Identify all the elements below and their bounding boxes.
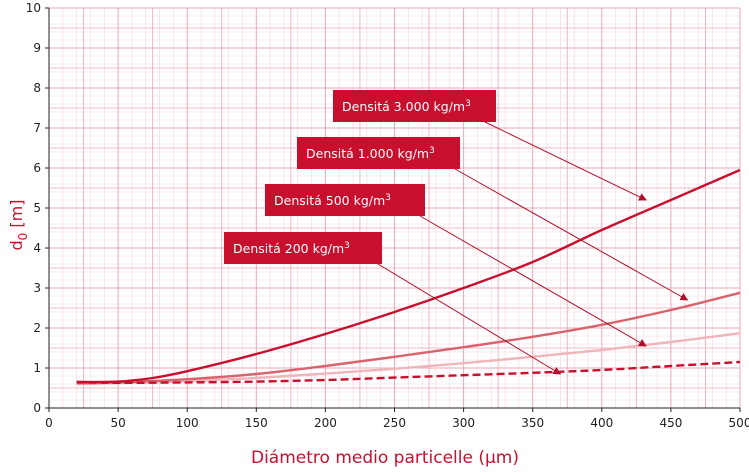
annotation-box (265, 184, 425, 216)
annotation-label: Densitá 500 kg/m3 (274, 193, 391, 208)
x-tick-label: 0 (45, 416, 53, 430)
series-line-s3000 (76, 168, 741, 384)
annotation-label-text: Densitá 3.000 kg/m (342, 99, 465, 114)
x-tick-label: 500 (729, 416, 749, 430)
y-tick-label: 0 (33, 401, 41, 415)
annotation-label-superscript: 3 (344, 241, 350, 251)
annotation-arrow (484, 121, 647, 201)
x-tick-label: 300 (452, 416, 475, 430)
y-tick-label: 3 (33, 281, 41, 295)
annotation-arrow (454, 168, 689, 301)
series-line-s200 (76, 360, 741, 385)
annotation-box (224, 232, 382, 264)
y-tick-label: 4 (33, 241, 41, 255)
x-tick-label: 150 (245, 416, 268, 430)
annotation-label-superscript: 3 (465, 99, 471, 109)
y-axis-label: d0 [m] (7, 200, 30, 251)
y-axis-label-sub: 0 (16, 233, 30, 241)
chart-series-group (76, 168, 741, 386)
annotation-box (297, 137, 460, 169)
annotation-label-superscript: 3 (385, 193, 391, 203)
x-tick-label: 450 (659, 416, 682, 430)
annotation-label-text: Densitá 200 kg/m (233, 241, 344, 256)
y-tick-label: 10 (26, 1, 41, 15)
y-axis-label-rest: [m] (7, 200, 26, 233)
x-tick-label: 200 (314, 416, 337, 430)
series-line-s500 (76, 332, 741, 386)
chart-ticks: 0 50 100 150 200 250 300 350 400 450 500 0 1 2 3 4 5 6 7 8 9… (26, 1, 749, 430)
x-tick-label: 350 (521, 416, 544, 430)
annotation-label-text: Densitá 500 kg/m (274, 193, 385, 208)
x-tick-label: 400 (590, 416, 613, 430)
x-tick-label: 50 (110, 416, 125, 430)
series-line-s1000 (76, 291, 741, 385)
y-tick-label: 7 (33, 121, 41, 135)
x-tick-label: 100 (176, 416, 199, 430)
y-axis-label-main: d (7, 240, 26, 250)
annotation-label-text: Densitá 1.000 kg/m (306, 146, 429, 161)
y-tick-label: 1 (33, 361, 41, 375)
annotation-arrow (419, 215, 647, 347)
y-tick-label: 5 (33, 201, 41, 215)
x-axis-label: Diámetro medio particelle (µm) (251, 448, 519, 468)
y-tick-label: 9 (33, 41, 41, 55)
annotation-label-superscript: 3 (429, 146, 435, 156)
y-tick-label: 8 (33, 81, 41, 95)
annotation-box (333, 90, 496, 122)
annotation-label: Densitá 200 kg/m3 (233, 241, 350, 256)
y-tick-label: 6 (33, 161, 41, 175)
annotation-label: Densitá 1.000 kg/m3 (306, 146, 435, 161)
x-tick-label: 250 (383, 416, 406, 430)
annotation-label: Densitá 3.000 kg/m3 (342, 99, 471, 114)
y-tick-label: 2 (33, 321, 41, 335)
annotation-arrow (377, 263, 562, 375)
